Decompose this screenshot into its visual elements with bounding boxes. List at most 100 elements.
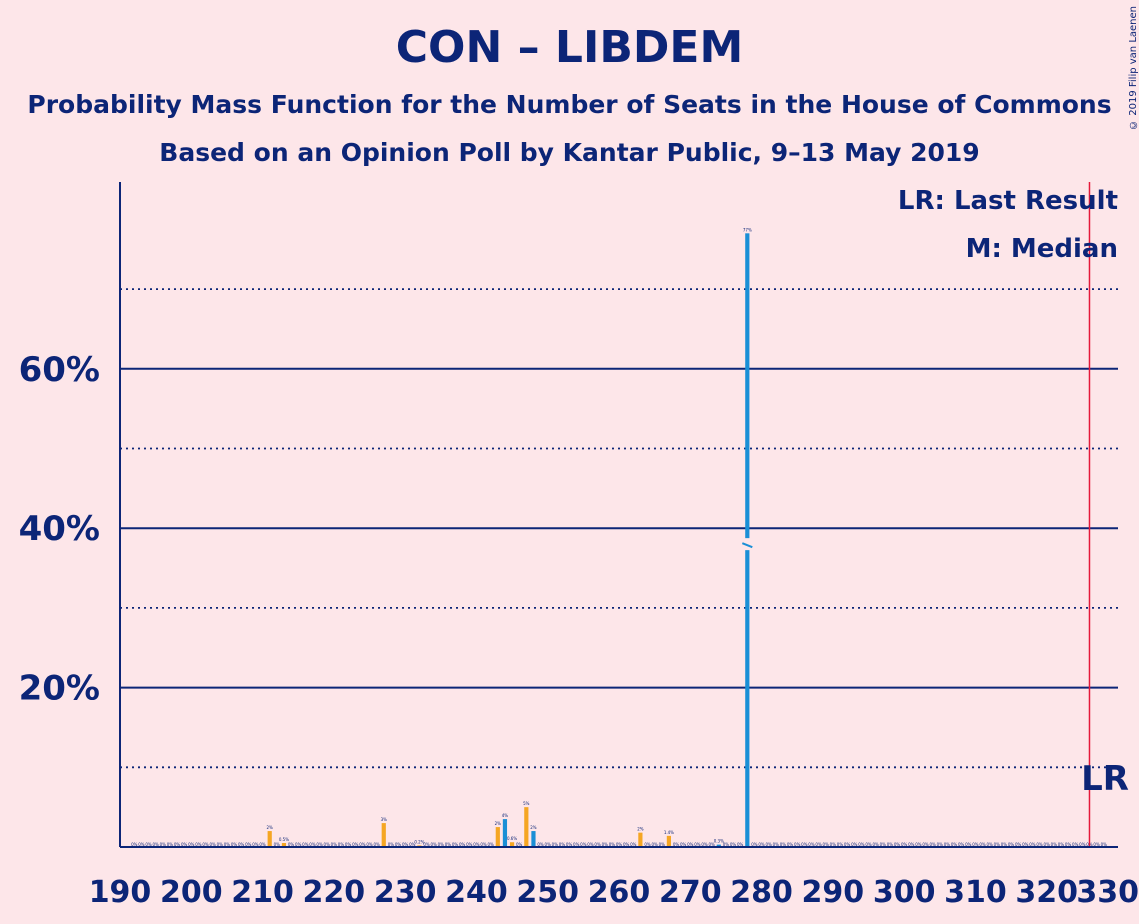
zero-label-275: 0% [723, 842, 730, 847]
zero-label-229: 0% [395, 842, 402, 847]
zero-label-194: 0% [145, 842, 152, 847]
zero-label-293: 0% [851, 842, 858, 847]
zero-label-322: 0% [1058, 842, 1065, 847]
zero-label-303: 0% [922, 842, 929, 847]
x-tick-label-310: 310 [944, 875, 1007, 910]
zero-label-279: 0% [751, 842, 758, 847]
bar-263 [638, 832, 643, 847]
x-tick-label-190: 190 [89, 875, 152, 910]
zero-label-225: 0% [366, 842, 373, 847]
zero-label-315: 0% [1008, 842, 1015, 847]
zero-label-291: 0% [837, 842, 844, 847]
zero-label-224: 0% [359, 842, 366, 847]
zero-label-246: 0% [516, 842, 523, 847]
zero-label-257: 0% [594, 842, 601, 847]
zero-label-219: 0% [324, 842, 331, 847]
zero-label-320: 0% [1044, 842, 1051, 847]
zero-label-325: 0% [1079, 842, 1086, 847]
y-tick-label-60: 60% [19, 350, 100, 390]
zero-label-285: 0% [794, 842, 801, 847]
zero-label-193: 0% [138, 842, 145, 847]
zero-label-234: 0% [430, 842, 437, 847]
zero-label-319: 0% [1036, 842, 1043, 847]
zero-label-242: 0% [488, 842, 495, 847]
x-tick-label-280: 280 [730, 875, 793, 910]
grid-lines [120, 288, 1118, 769]
zero-label-292: 0% [844, 842, 851, 847]
zero-label-318: 0% [1029, 842, 1036, 847]
zero-label-201: 0% [195, 842, 202, 847]
bar-value-label-274: 0.3% [714, 839, 724, 844]
zero-label-250: 0% [545, 842, 552, 847]
zero-label-254: 0% [573, 842, 580, 847]
zero-label-197: 0% [167, 842, 174, 847]
zero-label-261: 0% [623, 842, 630, 847]
zero-label-215: 0% [295, 842, 302, 847]
x-tick-label-320: 320 [1015, 875, 1078, 910]
bar-value-label-245: 0.6% [507, 836, 517, 841]
bar-value-label-243: 2% [495, 821, 502, 826]
bar-274 [716, 844, 721, 847]
zero-label-223: 0% [352, 842, 359, 847]
x-tick-label-330: 330 [1076, 875, 1139, 910]
bar-value-label-263: 2% [637, 827, 644, 832]
x-tick-label-210: 210 [231, 875, 294, 910]
zero-label-312: 0% [987, 842, 994, 847]
zero-label-316: 0% [1015, 842, 1022, 847]
chart-source: Based on an Opinion Poll by Kantar Publi… [159, 138, 980, 167]
zero-label-206: 0% [231, 842, 238, 847]
zero-label-218: 0% [316, 842, 323, 847]
zero-label-237: 0% [452, 842, 459, 847]
bar-243 [495, 827, 500, 847]
zero-label-327: 0% [1093, 842, 1100, 847]
bar-247 [524, 807, 529, 847]
zero-label-236: 0% [445, 842, 452, 847]
zero-label-287: 0% [808, 842, 815, 847]
zero-label-328: 0% [1101, 842, 1108, 847]
zero-label-311: 0% [979, 842, 986, 847]
chart-title: CON – LIBDEM [395, 22, 744, 73]
zero-label-270: 0% [687, 842, 694, 847]
zero-label-271: 0% [694, 842, 701, 847]
bar-value-label-232: 0.2% [414, 839, 424, 844]
axes-group: 20% 40% 60% LR 190 200 210 220 230 240 250 260 270 28… [19, 182, 1139, 910]
zero-label-299: 0% [894, 842, 901, 847]
bar-value-label-247: 5% [523, 801, 530, 806]
zero-label-321: 0% [1051, 842, 1058, 847]
zero-label-251: 0% [552, 842, 559, 847]
zero-label-300: 0% [901, 842, 908, 847]
zero-label-204: 0% [217, 842, 224, 847]
zero-label-309: 0% [965, 842, 972, 847]
bar-227 [381, 823, 386, 847]
bar-245 [509, 842, 515, 847]
legend-last-result: LR: Last Result [898, 186, 1118, 216]
zero-label-298: 0% [887, 842, 894, 847]
last-result-label: LR [1081, 759, 1129, 799]
zero-label-199: 0% [181, 842, 188, 847]
zero-label-200: 0% [188, 842, 195, 847]
zero-label-214: 0% [288, 842, 295, 847]
zero-label-280: 0% [758, 842, 765, 847]
bar-248 [531, 831, 536, 847]
zero-label-282: 0% [773, 842, 780, 847]
zero-label-217: 0% [309, 842, 316, 847]
y-tick-label-40: 40% [19, 509, 100, 549]
zero-label-202: 0% [202, 842, 209, 847]
zero-label-231: 0% [409, 842, 416, 847]
zero-label-230: 0% [402, 842, 409, 847]
zero-label-306: 0% [944, 842, 951, 847]
zero-label-208: 0% [245, 842, 252, 847]
zero-label-212: 0% [274, 842, 281, 847]
zero-label-220: 0% [331, 842, 338, 847]
zero-label-196: 0% [160, 842, 167, 847]
zero-label-289: 0% [823, 842, 830, 847]
zero-label-264: 0% [644, 842, 651, 847]
zero-label-240: 0% [473, 842, 480, 847]
zero-label-324: 0% [1072, 842, 1079, 847]
x-tick-label-230: 230 [374, 875, 437, 910]
zero-label-281: 0% [766, 842, 773, 847]
bar-244 [502, 819, 508, 847]
x-tick-label-240: 240 [445, 875, 508, 910]
x-tick-label-200: 200 [160, 875, 223, 910]
